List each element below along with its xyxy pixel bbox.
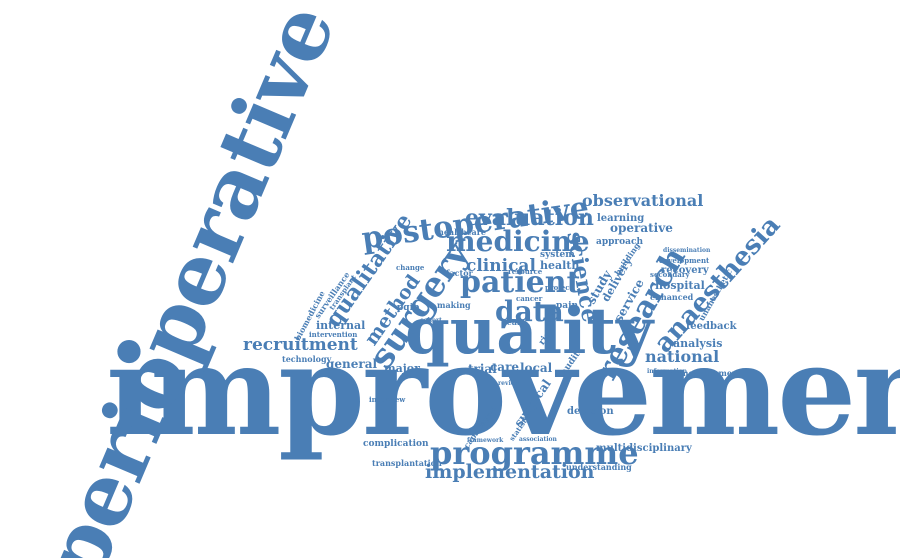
word: factor <box>446 268 473 278</box>
word: multidisciplinary <box>596 443 692 454</box>
word: feedback <box>686 321 737 332</box>
word: medicine <box>446 225 590 258</box>
word: project <box>545 283 573 292</box>
word: cancer <box>516 294 543 303</box>
word: health <box>540 259 580 272</box>
word: internal <box>316 319 366 332</box>
word: enhanced <box>650 292 694 302</box>
word: national <box>645 347 720 366</box>
word: cohort <box>420 317 442 324</box>
word: evaluation <box>465 205 594 231</box>
word: healthcare <box>438 227 486 237</box>
word: review <box>498 380 520 387</box>
word: pqip <box>397 303 420 313</box>
word: measurement <box>680 368 742 378</box>
word: recovery <box>661 265 709 276</box>
word: improvement <box>106 319 900 464</box>
word: making <box>437 300 471 310</box>
word: change <box>396 263 425 272</box>
word: care <box>490 360 520 374</box>
word: trial <box>468 362 497 376</box>
word: complication <box>363 439 429 449</box>
word: clinical <box>466 256 536 276</box>
word: team <box>503 317 526 327</box>
word: transplantation <box>372 458 442 468</box>
word: technology <box>282 354 332 364</box>
word: intervention <box>309 330 358 339</box>
word: operative <box>610 221 673 235</box>
word: analysis <box>673 337 723 350</box>
word: framework <box>467 437 504 444</box>
word: dissemination <box>663 247 711 254</box>
word: perioperative <box>22 0 355 558</box>
word: programme <box>430 434 639 472</box>
word: resource <box>508 267 543 276</box>
word: pain <box>556 301 579 311</box>
word: major <box>384 362 420 375</box>
word: secondary <box>650 270 690 279</box>
word: information <box>647 368 688 375</box>
word: system <box>540 250 575 260</box>
word: approach <box>596 237 644 247</box>
word: understanding <box>566 462 632 472</box>
word: observational <box>582 191 704 210</box>
word: association <box>519 436 557 443</box>
word: data <box>495 295 564 328</box>
word: quality <box>405 294 654 369</box>
word: hospital <box>655 279 705 292</box>
word: recruitment <box>243 335 358 355</box>
word: patient <box>460 265 581 300</box>
word: implementation <box>425 461 595 483</box>
word: local <box>520 361 553 375</box>
word: development <box>659 256 710 265</box>
word: interview <box>369 395 406 404</box>
word: learning <box>597 213 645 224</box>
word: decision <box>567 406 614 417</box>
word: general <box>326 357 378 371</box>
